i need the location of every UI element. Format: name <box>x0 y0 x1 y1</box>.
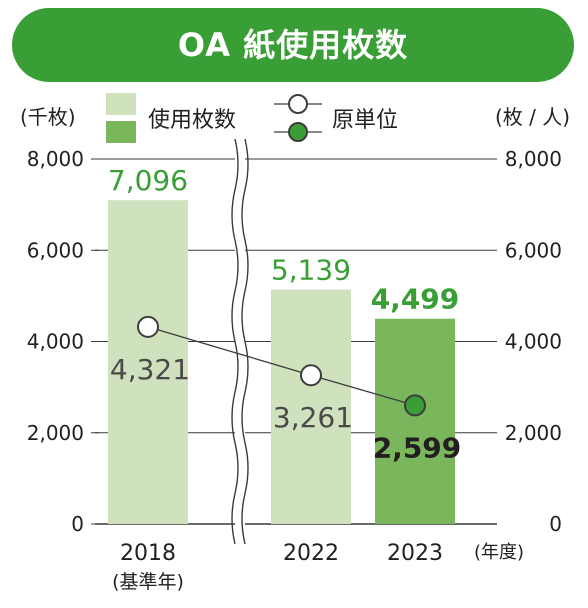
legend: 使用枚数 原単位 <box>106 93 398 143</box>
y-right-tick-label: 4,000 <box>505 330 562 354</box>
x-tick-label: 2023 <box>387 541 443 566</box>
y-right-tick-label: 2,000 <box>505 421 562 445</box>
chart-title: OA 紙使用枚数 <box>177 26 409 64</box>
x-tick-label: 2018 <box>120 541 176 566</box>
y-right-unit: (枚 / 人) <box>495 105 570 129</box>
x-axis-unit: (年度) <box>474 542 524 563</box>
y-left-tick-label: 4,000 <box>27 330 84 354</box>
bars <box>108 200 455 524</box>
y-left-tick-label: 2,000 <box>27 421 84 445</box>
y-left-unit: (千枚) <box>20 105 76 129</box>
legend-marker-white <box>288 94 308 114</box>
legend-swatch-dark <box>106 121 136 143</box>
y-right-tick-label: 8,000 <box>505 147 562 171</box>
legend-swatch-light <box>106 93 136 115</box>
line-series <box>137 315 426 417</box>
bar-2022 <box>271 289 351 524</box>
bar-value-label: 5,139 <box>271 254 351 287</box>
data-labels: 7,096 5,139 4,499 4,321 3,261 2,599 <box>108 164 461 464</box>
y-right-tick-label: 0 <box>549 512 562 536</box>
axis-break-line-left <box>231 138 239 545</box>
x-tick-sublabel: (基準年) <box>112 571 184 593</box>
bar-value-label: 4,499 <box>371 283 460 316</box>
axis-break-line-right <box>241 138 249 545</box>
bar-2018 <box>108 200 188 524</box>
bar-2023 <box>375 318 455 524</box>
line-value-label: 3,261 <box>273 401 353 434</box>
line-value-label: 2,599 <box>373 431 462 464</box>
line-marker-2022 <box>300 364 322 387</box>
bar-value-label: 7,096 <box>108 164 188 197</box>
y-left-tick-label: 6,000 <box>27 238 84 262</box>
axis-break-gap <box>235 139 245 544</box>
legend-label-bars: 使用枚数 <box>148 108 236 133</box>
y-left-tick-label: 8,000 <box>27 147 84 171</box>
line-value-label: 4,321 <box>110 353 190 386</box>
line-marker-2018 <box>137 315 159 338</box>
y-left-tick-label: 0 <box>71 512 84 536</box>
chart-title-banner: OA 紙使用枚数 <box>12 8 574 82</box>
line-marker-2023 <box>404 394 426 417</box>
x-tick-label: 2022 <box>283 541 339 566</box>
tick-labels: 0 2,000 4,000 6,000 8,000 0 2,000 4,000 6,000 8,0… <box>20 105 570 593</box>
axis-break <box>231 138 249 545</box>
legend-label-line: 原単位 <box>332 108 398 133</box>
y-right-tick-label: 6,000 <box>505 238 562 262</box>
legend-marker-green <box>288 122 308 142</box>
